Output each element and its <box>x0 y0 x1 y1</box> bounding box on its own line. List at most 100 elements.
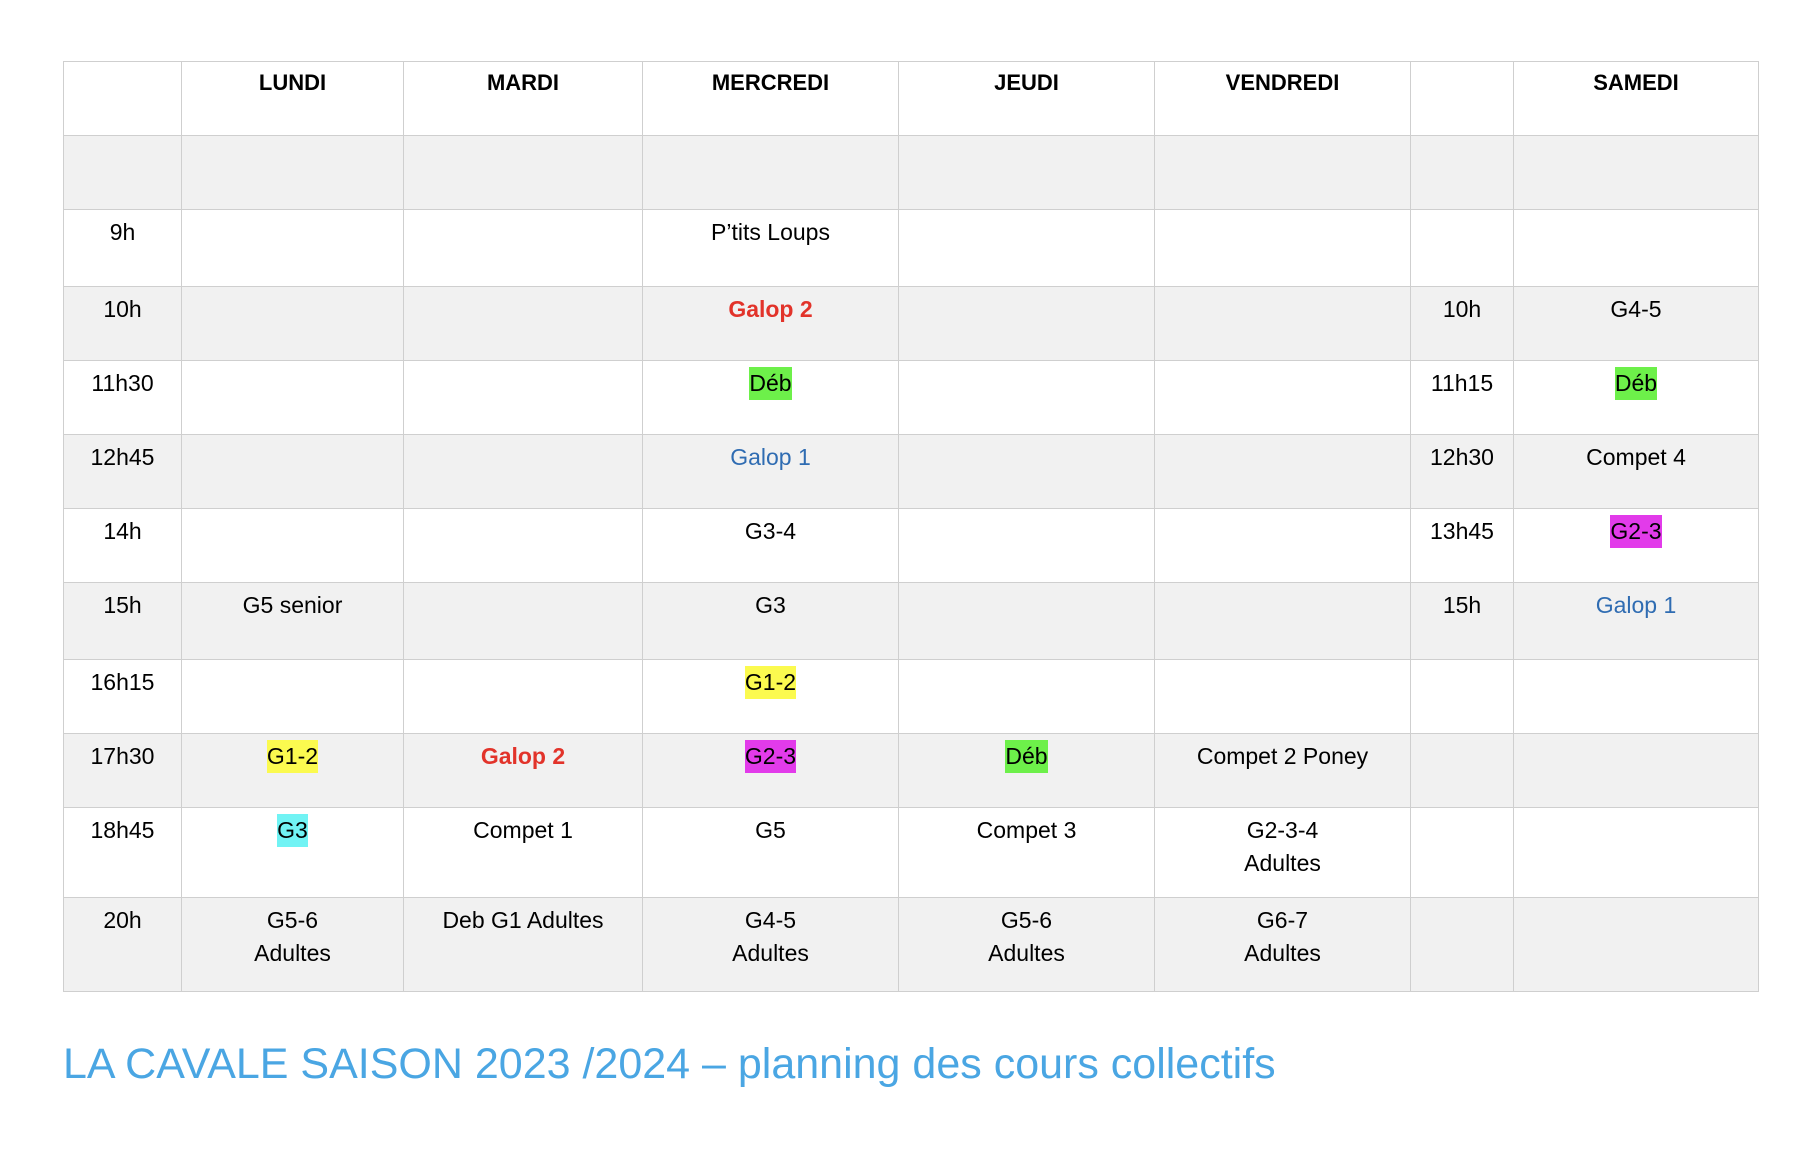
saturday-time-cell: 15h <box>1410 582 1514 660</box>
cell-mercredi: G5 <box>642 807 899 898</box>
cell-jeudi: G5-6 Adultes <box>898 897 1155 992</box>
blank-cell <box>1410 135 1514 210</box>
saturday-time-cell <box>1410 659 1514 734</box>
header-lundi: LUNDI <box>181 61 404 136</box>
cell-mardi <box>403 286 643 361</box>
saturday-time-cell: 10h <box>1410 286 1514 361</box>
time-cell: 11h30 <box>63 360 182 435</box>
time-cell: 12h45 <box>63 434 182 509</box>
class-label: Déb <box>1005 740 1048 773</box>
header-mercredi: MERCREDI <box>642 61 899 136</box>
cell-lundi <box>181 434 404 509</box>
class-label: G3 <box>755 592 786 618</box>
class-label: G2-3 <box>1610 515 1662 548</box>
class-label: G2-3 <box>744 740 797 773</box>
time-cell: 10h <box>63 286 182 361</box>
class-label: G5-6 Adultes <box>254 907 331 966</box>
saturday-time-cell <box>1410 209 1514 287</box>
cell-lundi: G5 senior <box>181 582 404 660</box>
header-jeudi: JEUDI <box>898 61 1155 136</box>
class-label: G3 <box>277 814 308 847</box>
cell-mercredi: G2-3 <box>642 733 899 808</box>
cell-lundi: G5-6 Adultes <box>181 897 404 992</box>
cell-mardi <box>403 508 643 583</box>
schedule-row-14h: 14h G3-4 13h45 G2-3 <box>63 508 1759 583</box>
cell-mardi <box>403 659 643 734</box>
class-label: Déb <box>1614 367 1658 400</box>
cell-mardi: Galop 2 <box>403 733 643 808</box>
schedule-row-16h15: 16h15 G1-2 <box>63 659 1759 734</box>
cell-lundi: G1-2 <box>181 733 404 808</box>
class-label: Compet 3 <box>976 817 1077 843</box>
cell-jeudi <box>898 508 1155 583</box>
cell-samedi: Galop 1 <box>1513 582 1759 660</box>
schedule-row-9h: 9h P’tits Loups <box>63 209 1759 287</box>
class-label: G2-3-4 Adultes <box>1244 817 1321 876</box>
blank-cell <box>403 135 643 210</box>
class-label: Déb <box>749 367 792 400</box>
cell-vendredi <box>1154 434 1411 509</box>
class-label: Galop 2 <box>480 743 566 769</box>
cell-vendredi <box>1154 582 1411 660</box>
time-cell: 17h30 <box>63 733 182 808</box>
blank-cell <box>642 135 899 210</box>
schedule-row-12h45: 12h45 Galop 1 12h30 Compet 4 <box>63 434 1759 509</box>
class-label: P’tits Loups <box>711 219 830 245</box>
class-label: G5-6 Adultes <box>988 907 1065 966</box>
cell-lundi <box>181 360 404 435</box>
class-label: G3-4 <box>744 518 797 544</box>
cell-mardi <box>403 434 643 509</box>
cell-vendredi <box>1154 360 1411 435</box>
cell-mercredi: Galop 2 <box>642 286 899 361</box>
cell-samedi: G2-3 <box>1513 508 1759 583</box>
cell-jeudi <box>898 659 1155 734</box>
class-label: G1-2 <box>744 666 797 699</box>
cell-samedi <box>1513 209 1759 287</box>
header-samedi: SAMEDI <box>1513 61 1759 136</box>
cell-lundi <box>181 286 404 361</box>
cell-mercredi: G4-5 Adultes <box>642 897 899 992</box>
saturday-time-cell: 12h30 <box>1410 434 1514 509</box>
blank-cell <box>181 135 404 210</box>
class-label: G1-2 <box>266 740 319 773</box>
cell-vendredi <box>1154 209 1411 287</box>
header-saturday-time <box>1410 61 1514 136</box>
cell-samedi: G4-5 <box>1513 286 1759 361</box>
cell-lundi <box>181 659 404 734</box>
class-label: Compet 2 Poney <box>1196 743 1369 769</box>
cell-vendredi <box>1154 286 1411 361</box>
cell-samedi <box>1513 659 1759 734</box>
saturday-time-cell: 13h45 <box>1410 508 1514 583</box>
schedule-row-10h: 10h Galop 2 10h G4-5 <box>63 286 1759 361</box>
cell-mercredi: G3 <box>642 582 899 660</box>
class-label: G4-5 <box>1610 296 1662 322</box>
schedule-row-18h45: 18h45 G3 Compet 1 G5 Compet 3 G2-3-4 Adu… <box>63 807 1759 898</box>
time-cell: 14h <box>63 508 182 583</box>
blank-cell <box>898 135 1155 210</box>
cell-jeudi <box>898 209 1155 287</box>
class-label: Deb G1 Adultes <box>442 907 604 933</box>
class-label: G6-7 Adultes <box>1244 907 1321 966</box>
schedule-row-15h: 15h G5 senior G3 15h Galop 1 <box>63 582 1759 660</box>
blank-cell <box>63 135 182 210</box>
cell-mardi <box>403 582 643 660</box>
cell-jeudi <box>898 360 1155 435</box>
cell-mercredi: P’tits Loups <box>642 209 899 287</box>
cell-vendredi: Compet 2 Poney <box>1154 733 1411 808</box>
header-vendredi: VENDREDI <box>1154 61 1411 136</box>
cell-jeudi: Compet 3 <box>898 807 1155 898</box>
schedule-row-20h: 20h G5-6 Adultes Deb G1 Adultes G4-5 Adu… <box>63 897 1759 992</box>
cell-mardi: Compet 1 <box>403 807 643 898</box>
cell-samedi <box>1513 733 1759 808</box>
cell-mardi <box>403 360 643 435</box>
cell-lundi <box>181 508 404 583</box>
blank-row <box>63 135 1759 210</box>
header-corner <box>63 61 182 136</box>
saturday-time-cell <box>1410 807 1514 898</box>
cell-vendredi: G2-3-4 Adultes <box>1154 807 1411 898</box>
cell-mercredi: Déb <box>642 360 899 435</box>
cell-samedi: Déb <box>1513 360 1759 435</box>
header-mardi: MARDI <box>403 61 643 136</box>
cell-jeudi <box>898 582 1155 660</box>
cell-mardi: Deb G1 Adultes <box>403 897 643 992</box>
